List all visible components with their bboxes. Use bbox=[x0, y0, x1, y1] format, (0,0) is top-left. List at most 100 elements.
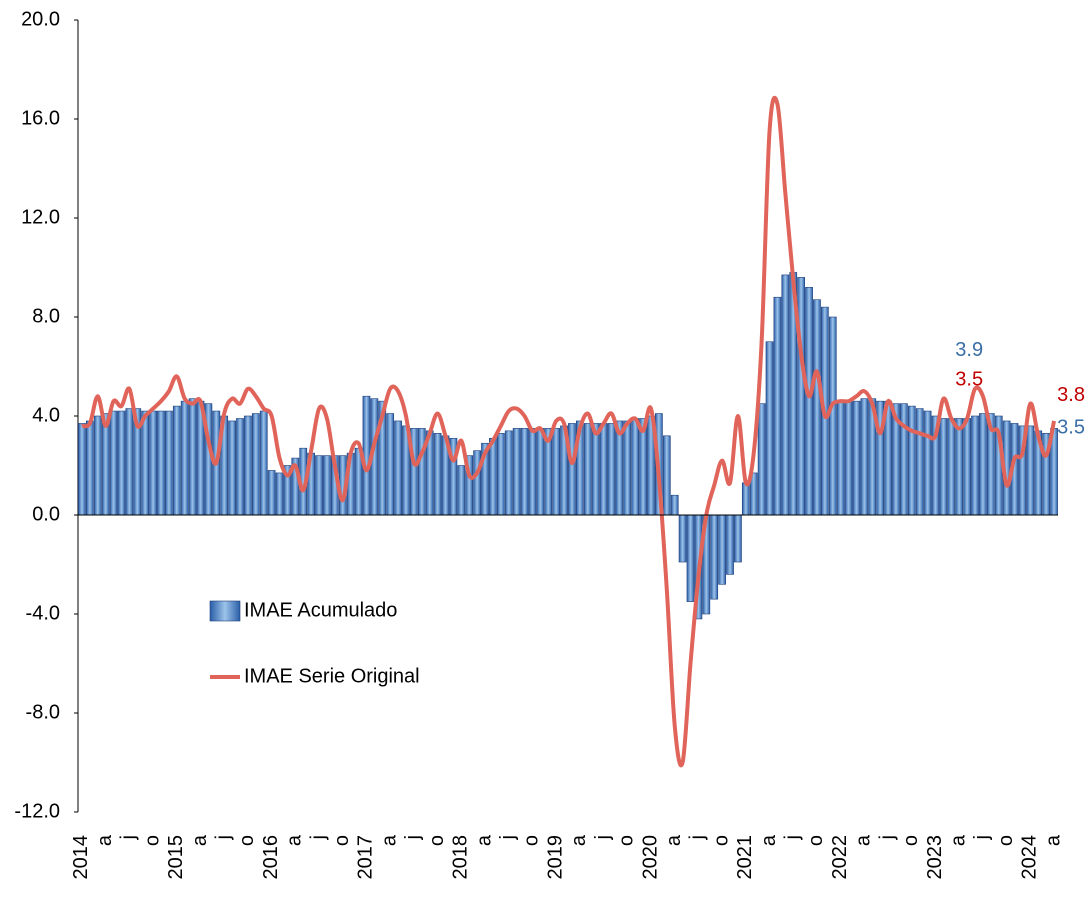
bar bbox=[662, 435, 671, 516]
bar bbox=[631, 418, 640, 516]
bar bbox=[670, 494, 679, 516]
x-tick-label: o bbox=[805, 835, 827, 846]
x-tick-label: 2024 bbox=[1019, 835, 1041, 880]
bar bbox=[726, 514, 734, 575]
data-label: 3.9 bbox=[955, 339, 983, 361]
bar bbox=[244, 415, 252, 516]
bar bbox=[828, 316, 837, 516]
x-tick-label: o bbox=[236, 835, 258, 846]
bar bbox=[979, 413, 987, 516]
x-tick-label: j bbox=[687, 835, 709, 840]
y-tick-label: 20.0 bbox=[21, 8, 60, 30]
bar bbox=[259, 410, 268, 516]
x-tick-label: 2020 bbox=[639, 835, 661, 880]
bar bbox=[172, 405, 181, 516]
bar bbox=[860, 398, 869, 516]
bar bbox=[971, 415, 979, 516]
bar bbox=[141, 410, 150, 516]
x-tick-label: a bbox=[1042, 834, 1064, 846]
bar bbox=[741, 482, 750, 516]
x-tick-label: o bbox=[616, 835, 638, 846]
bar bbox=[773, 296, 782, 516]
bar bbox=[504, 430, 513, 516]
bar bbox=[125, 408, 134, 516]
y-tick-label: 0.0 bbox=[32, 503, 60, 525]
bar bbox=[267, 470, 276, 516]
bar bbox=[496, 433, 505, 516]
x-tick-label: o bbox=[900, 835, 922, 846]
bar bbox=[117, 410, 126, 516]
bar bbox=[718, 514, 726, 585]
bar bbox=[157, 410, 165, 516]
x-tick-label: j bbox=[782, 835, 804, 840]
bar bbox=[165, 410, 173, 516]
bar bbox=[85, 420, 94, 516]
bar bbox=[149, 410, 157, 516]
bar bbox=[93, 415, 102, 516]
bar bbox=[188, 398, 197, 516]
x-tick-label: a bbox=[189, 834, 211, 846]
legend-label: IMAE Acumulado bbox=[244, 599, 397, 621]
bar bbox=[607, 423, 616, 516]
x-tick-label: 2017 bbox=[355, 835, 377, 880]
x-tick-label: 2022 bbox=[829, 835, 851, 880]
bar bbox=[591, 423, 600, 516]
legend-label: IMAE Serie Original bbox=[244, 665, 420, 687]
bar bbox=[805, 286, 813, 516]
bar bbox=[765, 341, 774, 516]
y-tick-label: 16.0 bbox=[21, 107, 60, 129]
x-tick-label: a bbox=[378, 834, 400, 846]
x-tick-label: j bbox=[592, 835, 614, 840]
x-tick-label: o bbox=[995, 835, 1017, 846]
bar bbox=[251, 413, 260, 516]
x-tick-label: a bbox=[853, 834, 875, 846]
x-tick-label: j bbox=[971, 835, 993, 840]
bar bbox=[323, 455, 331, 516]
bar bbox=[907, 405, 916, 516]
bar bbox=[599, 423, 608, 516]
bar bbox=[512, 428, 521, 516]
bar bbox=[552, 428, 561, 516]
bar bbox=[797, 277, 806, 516]
bar bbox=[939, 418, 948, 516]
x-tick-label: j bbox=[876, 835, 898, 840]
bar bbox=[394, 420, 402, 516]
x-tick-label: o bbox=[521, 835, 543, 846]
bar bbox=[180, 400, 189, 516]
bar bbox=[386, 413, 395, 516]
bar bbox=[923, 410, 932, 516]
x-tick-label: a bbox=[663, 834, 685, 846]
x-tick-label: 2016 bbox=[260, 835, 282, 880]
bar bbox=[757, 403, 766, 516]
bar bbox=[236, 418, 244, 516]
bar bbox=[473, 450, 481, 516]
x-tick-label: 2015 bbox=[165, 835, 187, 880]
bar bbox=[417, 428, 426, 516]
bar bbox=[836, 400, 845, 516]
bar bbox=[520, 428, 529, 516]
bar bbox=[315, 455, 323, 516]
data-label: 3.5 bbox=[955, 369, 983, 391]
bar bbox=[781, 274, 790, 516]
y-tick-label: -4.0 bbox=[26, 602, 60, 624]
bar bbox=[1026, 425, 1035, 516]
x-tick-label: a bbox=[947, 834, 969, 846]
x-tick-label: j bbox=[497, 835, 519, 840]
x-tick-label: j bbox=[212, 835, 234, 840]
x-tick-label: 2018 bbox=[450, 835, 472, 880]
bar bbox=[536, 428, 545, 516]
bar bbox=[101, 413, 110, 516]
x-tick-label: 2019 bbox=[544, 835, 566, 880]
bar bbox=[852, 400, 861, 516]
x-tick-label: o bbox=[331, 835, 353, 846]
y-tick-label: 8.0 bbox=[32, 305, 60, 327]
x-tick-label: a bbox=[758, 834, 780, 846]
bar bbox=[583, 423, 592, 516]
legend-swatch bbox=[209, 600, 241, 622]
bar bbox=[678, 514, 687, 563]
x-tick-label: a bbox=[284, 834, 306, 846]
line bbox=[81, 95, 1057, 768]
x-tick-label: 2023 bbox=[924, 835, 946, 880]
bar bbox=[813, 299, 821, 516]
bar bbox=[109, 410, 118, 516]
